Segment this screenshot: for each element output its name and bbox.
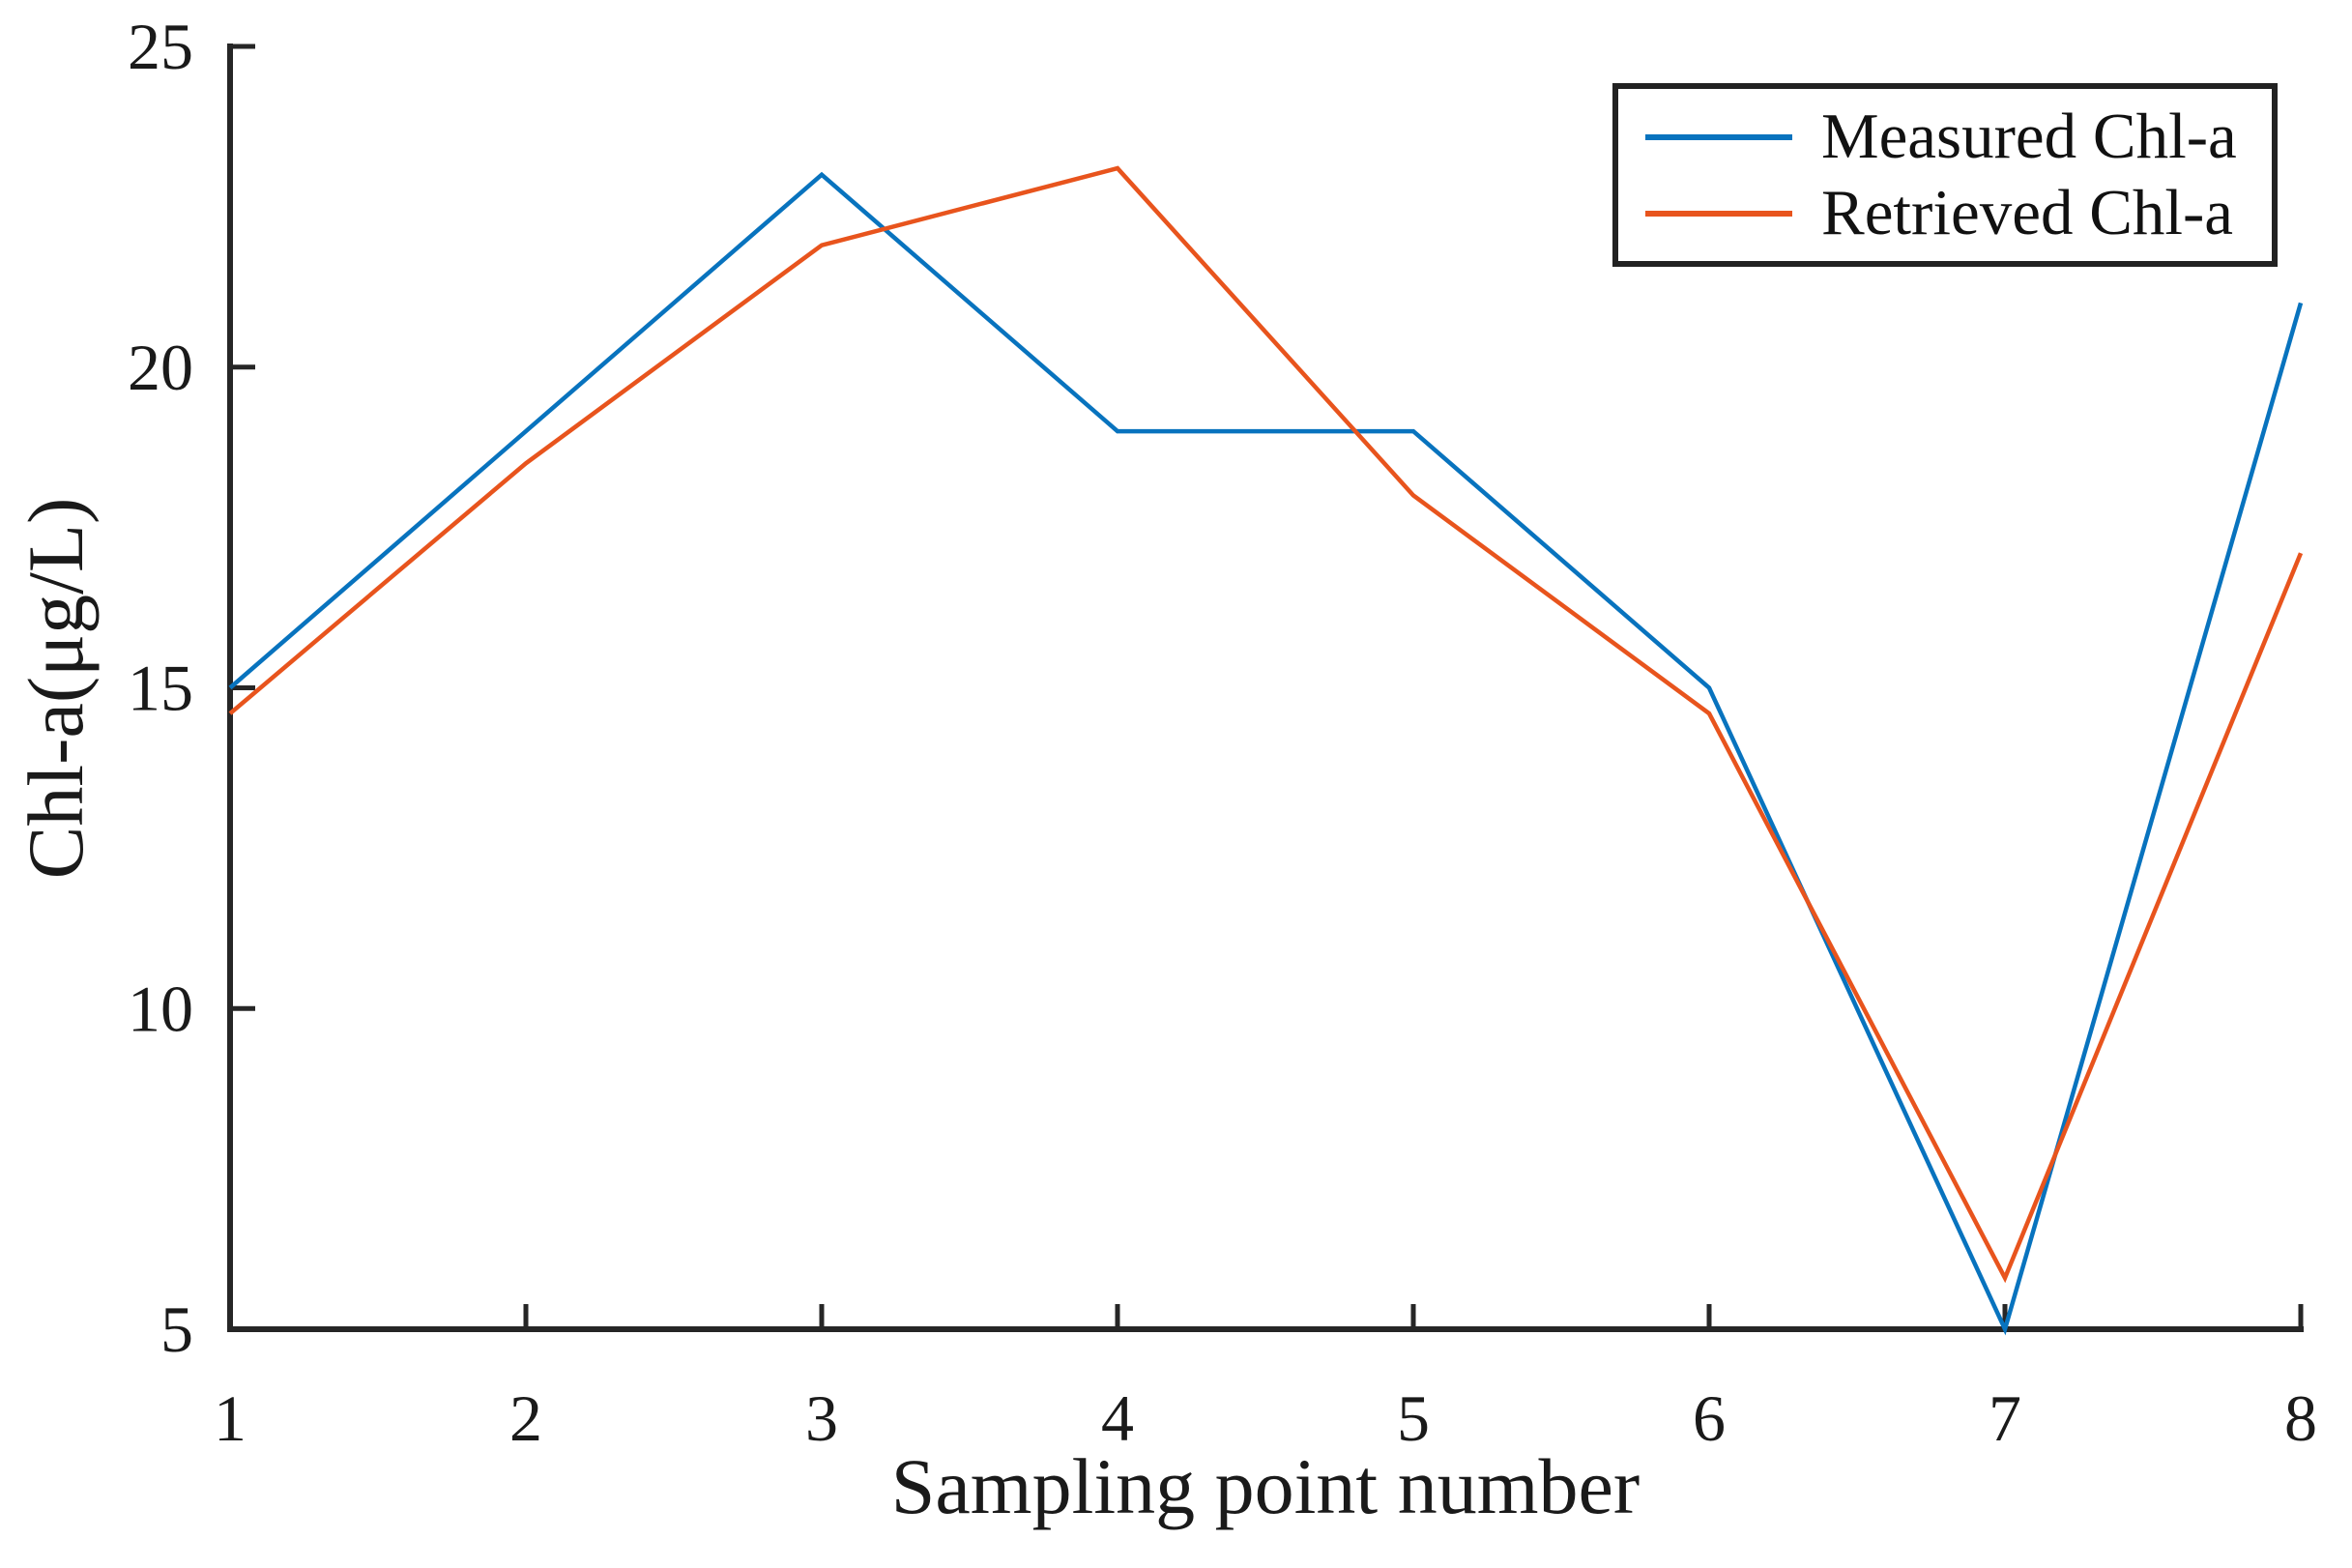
x-tick-label: 7	[1989, 1381, 2021, 1455]
x-tick-label: 8	[2284, 1381, 2317, 1455]
x-tick-label: 2	[509, 1381, 542, 1455]
legend-item: Retrieved Chl-a	[1645, 181, 2262, 246]
measured-line	[228, 171, 2304, 1336]
legend-label: Measured Chl-a	[1821, 101, 2237, 172]
legend-item: Measured Chl-a	[1645, 104, 2262, 169]
legend: Measured Chl-a Retrieved Chl-a	[1612, 83, 2278, 267]
legend-line-sample	[1645, 210, 1792, 217]
x-tick-label: 6	[1693, 1381, 1726, 1455]
x-tick-label: 4	[1101, 1381, 1134, 1455]
x-axis-label: Sampling point number	[890, 1442, 1641, 1530]
legend-line-sample	[1645, 133, 1792, 140]
y-axis-label: Chl-a(μg/L)	[12, 497, 100, 880]
y-tick-label: 10	[128, 972, 193, 1045]
legend-label: Retrieved Chl-a	[1821, 177, 2234, 248]
retrieved-line	[228, 165, 2304, 1284]
x-tick-label: 5	[1397, 1381, 1430, 1455]
y-tick-label: 25	[128, 10, 193, 83]
x-tick-label: 1	[214, 1381, 247, 1455]
y-tick-label: 15	[128, 652, 193, 725]
y-tick-label: 5	[160, 1292, 193, 1366]
y-tick-label: 20	[128, 331, 193, 404]
x-tick-label: 3	[805, 1381, 838, 1455]
